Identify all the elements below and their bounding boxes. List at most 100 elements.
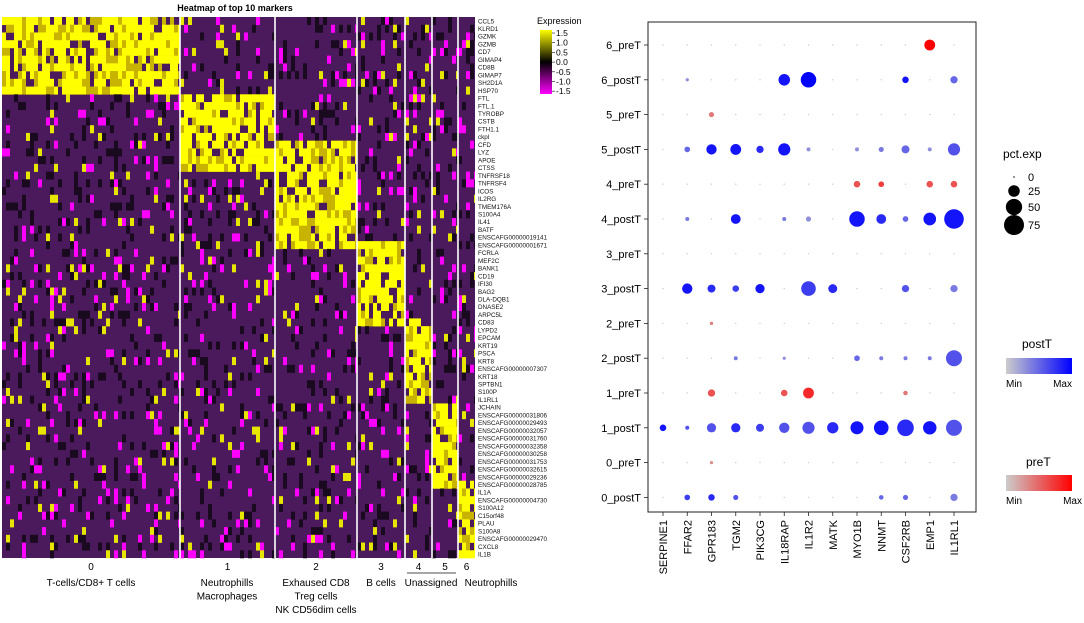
cluster-id-label: 2: [313, 562, 319, 573]
heatmap-cell: [355, 349, 357, 358]
heatmap-cell: [425, 179, 429, 188]
heatmap-cell: [448, 272, 452, 281]
heatmap-cell: [208, 156, 212, 165]
heatmap-cell: [46, 264, 50, 273]
heatmap-cell: [224, 148, 228, 157]
heatmap-cell: [397, 187, 401, 196]
heatmap-cell: [14, 40, 18, 49]
heatmap-cell: [154, 395, 158, 404]
heatmap-cell: [18, 71, 22, 80]
heatmap-cell: [393, 264, 397, 273]
heatmap-cell: [436, 442, 440, 451]
heatmap-cell: [54, 542, 58, 551]
gene-label: CFD: [478, 142, 491, 149]
heatmap-cell: [180, 78, 184, 87]
heatmap-cell: [208, 341, 212, 350]
heatmap-cell: [78, 47, 82, 56]
heatmap-cell: [279, 434, 283, 443]
heatmap-cell: [361, 295, 365, 304]
heatmap-cell: [413, 364, 417, 373]
heatmap-cell: [166, 372, 170, 381]
heatmap-cell: [150, 47, 154, 56]
heatmap-cell: [42, 403, 46, 412]
heatmap-cell: [46, 40, 50, 49]
heatmap-cell: [134, 132, 138, 141]
heatmap-cell: [413, 511, 417, 520]
heatmap-cell: [34, 295, 38, 304]
heatmap-cell: [466, 333, 470, 342]
heatmap-cell: [323, 295, 327, 304]
gene-label: JCHAIN: [478, 405, 501, 412]
heatmap-cell: [279, 496, 283, 505]
heatmap-cell: [54, 318, 58, 327]
heatmap-cell: [220, 295, 224, 304]
heatmap-cell: [146, 171, 150, 180]
heatmap-cell: [232, 302, 236, 311]
heatmap-cell: [425, 132, 429, 141]
heatmap-cell: [389, 94, 393, 103]
dot: [730, 214, 741, 224]
cluster-name-label: Treg cells: [295, 592, 338, 603]
heatmap-cell: [256, 132, 260, 141]
heatmap-cell: [373, 418, 377, 427]
heatmap-cell: [421, 333, 425, 342]
heatmap-cell: [126, 86, 130, 95]
heatmap-cell: [102, 78, 106, 87]
heatmap-cell: [361, 511, 365, 520]
heatmap-cell: [365, 233, 369, 242]
heatmap-cell: [244, 519, 248, 528]
heatmap-cell: [303, 256, 307, 265]
heatmap-cell: [303, 156, 307, 165]
heatmap-cell: [474, 527, 475, 536]
heatmap-cell: [275, 187, 279, 196]
gene-label: TMEM176A: [478, 204, 512, 211]
heatmap-cell: [142, 132, 146, 141]
heatmap-cell: [466, 403, 470, 412]
heatmap-cell: [208, 511, 212, 520]
heatmap-cell: [22, 472, 26, 482]
heatmap-cell: [122, 357, 126, 366]
heatmap-cell: [228, 125, 232, 134]
dot: [782, 356, 786, 360]
heatmap-cell: [466, 534, 470, 543]
heatmap-cell: [192, 63, 196, 72]
heatmap-cell: [114, 156, 118, 165]
heatmap-cell: [347, 411, 351, 420]
heatmap-cell: [452, 457, 456, 466]
heatmap-cell: [283, 194, 287, 203]
heatmap-cell: [236, 449, 240, 458]
heatmap-cell: [417, 372, 421, 381]
heatmap-cell: [82, 109, 86, 118]
gene-label: KRT19: [478, 343, 498, 350]
heatmap-cell: [432, 125, 436, 134]
heatmap-cell: [452, 403, 456, 412]
heatmap-cell: [339, 418, 343, 427]
heatmap-cell: [295, 171, 299, 180]
heatmap-cell: [357, 442, 361, 451]
heatmap-cell: [279, 217, 283, 226]
heatmap-cell: [74, 179, 78, 188]
heatmap-cell: [347, 241, 351, 250]
heatmap-cell: [373, 318, 377, 327]
heatmap-cell: [150, 302, 154, 311]
heatmap-cell: [6, 418, 10, 427]
heatmap-cell: [240, 132, 244, 141]
size-legend-label: 75: [1028, 220, 1040, 232]
heatmap-cell: [174, 24, 178, 33]
heatmap-cell: [444, 279, 448, 288]
heatmap-cell: [458, 302, 462, 311]
heatmap-cell: [166, 179, 170, 188]
heatmap-cell: [236, 71, 240, 80]
heatmap-cell: [6, 287, 10, 296]
heatmap-cell: [319, 140, 323, 149]
heatmap-cell: [357, 202, 361, 211]
heatmap-cell: [90, 32, 94, 41]
heatmap-cell: [192, 156, 196, 165]
heatmap-cell: [432, 434, 436, 443]
heatmap-cell: [256, 364, 260, 373]
heatmap-cell: [94, 47, 98, 56]
heatmap-cell: [452, 132, 456, 141]
heatmap-cell: [174, 40, 178, 49]
heatmap-cell: [126, 40, 130, 49]
heatmap-cell: [158, 132, 162, 141]
